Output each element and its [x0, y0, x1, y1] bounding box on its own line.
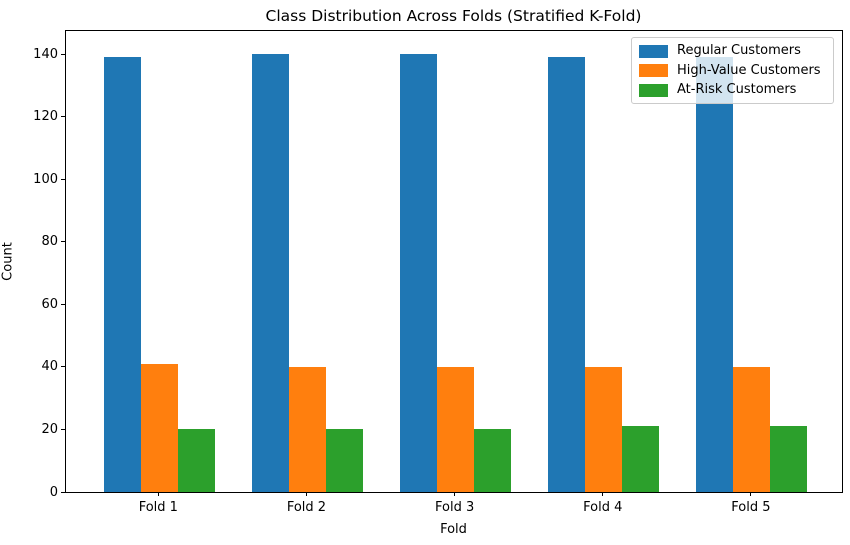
legend-item-at-risk-customers: At-Risk Customers — [639, 82, 825, 98]
bar-regular-customers-fold-3 — [400, 54, 438, 492]
bar-regular-customers-fold-4 — [548, 57, 586, 492]
x-tick-mark — [157, 492, 159, 496]
y-tick-label: 60 — [41, 296, 58, 312]
y-tick-label: 20 — [41, 421, 58, 437]
legend: Regular Customers High-Value Customers At-… — [631, 37, 834, 104]
x-axis-label: Fold — [440, 522, 467, 537]
x-tick-label: Fold 1 — [138, 500, 178, 515]
bar-high-value-customers-fold-2 — [288, 366, 326, 492]
bar-at-risk-customers-fold-2 — [325, 429, 364, 492]
y-tick-label: 120 — [33, 109, 58, 125]
legend-item-high-value-customers: High-Value Customers — [639, 63, 825, 79]
legend-label: At-Risk Customers — [677, 82, 797, 97]
y-tick-mark — [61, 116, 65, 118]
y-axis-label: Count — [0, 242, 16, 281]
legend-label: Regular Customers — [677, 43, 801, 58]
bar-high-value-customers-fold-5 — [733, 366, 771, 492]
bar-high-value-customers-fold-1 — [140, 363, 178, 492]
bar-regular-customers-fold-5 — [696, 57, 734, 492]
x-tick-mark — [305, 492, 307, 496]
legend-label: High-Value Customers — [677, 62, 821, 78]
bar-at-risk-customers-fold-4 — [622, 426, 660, 492]
legend-swatch — [639, 44, 668, 58]
bar-regular-customers-fold-2 — [251, 54, 289, 492]
legend-swatch — [639, 64, 668, 77]
x-tick-mark — [454, 492, 456, 496]
y-tick-label: 140 — [33, 46, 58, 62]
x-tick-label: Fold 2 — [286, 500, 327, 515]
y-tick-label: 100 — [33, 171, 58, 187]
legend-item-regular-customers: Regular Customers — [639, 43, 825, 59]
y-tick-mark — [61, 491, 65, 493]
bar-high-value-customers-fold-4 — [585, 366, 623, 492]
legend-swatch — [639, 83, 668, 97]
x-tick-label: Fold 4 — [583, 500, 623, 515]
bar-at-risk-customers-fold-3 — [474, 429, 512, 492]
y-tick-label: 80 — [41, 234, 58, 250]
y-tick-mark — [61, 53, 65, 55]
plot-area — [65, 30, 843, 493]
x-tick-label: Fold 3 — [434, 500, 475, 515]
y-tick-mark — [61, 178, 65, 180]
y-tick-mark — [61, 241, 65, 243]
bar-at-risk-customers-fold-1 — [177, 429, 215, 492]
y-tick-label: 0 — [49, 484, 58, 500]
y-tick-mark — [61, 428, 65, 430]
bar-high-value-customers-fold-3 — [437, 366, 475, 492]
y-tick-mark — [61, 366, 65, 368]
y-tick-mark — [61, 303, 65, 305]
x-tick-mark — [602, 492, 604, 496]
bar-regular-customers-fold-1 — [103, 57, 141, 492]
x-tick-label: Fold 5 — [731, 500, 771, 515]
x-tick-mark — [750, 492, 752, 496]
y-tick-label: 40 — [41, 359, 58, 375]
chart-title: Class Distribution Across Folds (Stratif… — [265, 7, 642, 25]
bar-at-risk-customers-fold-5 — [770, 426, 808, 492]
